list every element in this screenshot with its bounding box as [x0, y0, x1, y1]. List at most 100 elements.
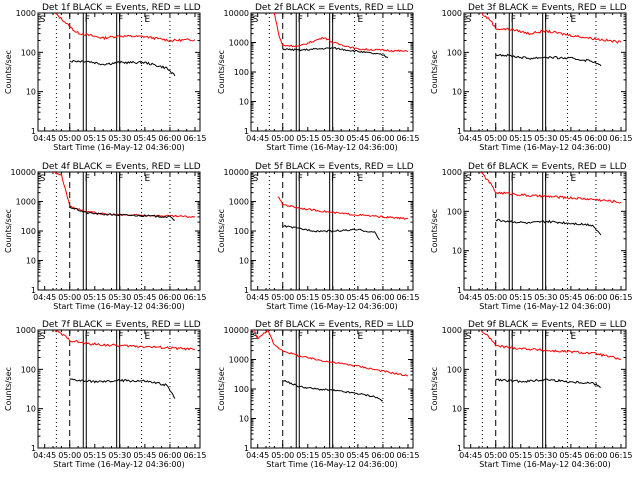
interval-marker-s: S	[253, 15, 259, 25]
x-tick-label: 05:30	[321, 451, 344, 460]
interval-marker-f: F	[331, 332, 336, 342]
interval-marker-f: F	[544, 174, 549, 184]
chart-title: Det 1f BLACK = Events, RED = LLD	[42, 3, 201, 13]
x-tick-label: 05:30	[321, 134, 344, 143]
plot-frame	[463, 12, 627, 132]
y-tick-label: 100	[21, 48, 36, 57]
x-axis-label: Start Time (16-May-12 04:36:00)	[53, 460, 184, 469]
chart-title: Det 3f BLACK = Events, RED = LLD	[468, 3, 627, 13]
interval-marker-f: F	[85, 174, 90, 184]
x-tick-label: 06:15	[183, 134, 206, 143]
y-tick-label: 1	[31, 444, 36, 453]
interval-marker-f: F	[118, 15, 123, 25]
x-tick-label: 05:30	[534, 134, 557, 143]
y-tick-label: 100	[234, 227, 249, 236]
plot-frame	[463, 329, 627, 449]
y-axis-label: Counts/sec	[217, 367, 226, 411]
y-tick-label: 10	[239, 257, 249, 266]
chart-panel-4: Det 4f BLACK = Events, RED = LLD 1 10 100 10…	[4, 162, 207, 311]
x-tick-label: 06:00	[158, 293, 181, 302]
x-tick-label: 04:45	[459, 293, 482, 302]
x-tick-label: 05:45	[133, 451, 156, 460]
y-tick-label: 10	[239, 98, 249, 107]
x-axis-label: Start Time (16-May-12 04:36:00)	[479, 143, 610, 152]
interval-marker-f: F	[511, 174, 516, 184]
x-tick-label: 06:15	[609, 134, 632, 143]
x-axis-label: Start Time (16-May-12 04:36:00)	[266, 143, 397, 152]
x-tick-label: 05:15	[296, 451, 319, 460]
plot-frame	[250, 329, 414, 449]
x-tick-label: 04:45	[459, 134, 482, 143]
interval-marker-e: E	[571, 332, 577, 342]
x-tick-label: 05:30	[534, 451, 557, 460]
lld-series-line	[253, 330, 408, 377]
x-tick-label: 06:00	[158, 451, 181, 460]
y-tick-label: 10	[26, 257, 36, 266]
lld-series-line	[271, 13, 409, 53]
interval-marker-f: F	[85, 15, 90, 25]
x-tick-label: 05:45	[346, 134, 369, 143]
x-tick-label: 05:45	[559, 134, 582, 143]
interval-marker-s: S	[466, 15, 472, 25]
x-axis-label: Start Time (16-May-12 04:36:00)	[266, 460, 397, 469]
x-axis-label: Start Time (16-May-12 04:36:00)	[53, 302, 184, 311]
x-tick-label: 05:00	[484, 293, 507, 302]
x-tick-label: 04:45	[33, 451, 56, 460]
x-axis-label: Start Time (16-May-12 04:36:00)	[53, 143, 184, 152]
interval-marker-e: E	[145, 15, 151, 25]
y-tick-label: 1000	[442, 168, 462, 177]
lld-series-line	[480, 13, 622, 44]
x-tick-label: 05:30	[108, 293, 131, 302]
y-tick-label: 1000	[16, 326, 36, 335]
events-series-line	[495, 53, 602, 67]
interval-marker-f: F	[118, 174, 123, 184]
events-series-line	[495, 378, 601, 388]
x-tick-label: 06:00	[371, 451, 394, 460]
x-tick-label: 05:30	[108, 451, 131, 460]
y-tick-label: 1000	[442, 9, 462, 18]
y-tick-label: 10	[452, 405, 462, 414]
x-tick-label: 05:45	[346, 293, 369, 302]
y-tick-label: 100	[21, 227, 36, 236]
events-series-line	[282, 379, 383, 402]
y-tick-label: 1	[244, 286, 249, 295]
chart-panel-9: Det 9f BLACK = Events, RED = LLD 1 10 100 10…	[430, 320, 633, 469]
lld-series-line	[480, 330, 622, 361]
y-tick-label: 10000	[224, 168, 249, 177]
y-axis-label: Counts/sec	[430, 367, 439, 411]
x-tick-label: 04:45	[246, 134, 269, 143]
lld-series-line	[54, 330, 196, 351]
x-tick-label: 05:15	[509, 293, 532, 302]
x-tick-label: 04:45	[246, 451, 269, 460]
x-axis-label: Start Time (16-May-12 04:36:00)	[479, 302, 610, 311]
chart-panel-3: Det 3f BLACK = Events, RED = LLD 1 10 100 10…	[430, 3, 633, 152]
x-tick-label: 05:45	[559, 451, 582, 460]
plot-frame	[37, 12, 201, 132]
y-tick-label: 1000	[229, 39, 249, 48]
interval-marker-s: S	[40, 15, 46, 25]
x-tick-label: 05:45	[133, 293, 156, 302]
x-tick-label: 05:45	[346, 451, 369, 460]
chart-title: Det 9f BLACK = Events, RED = LLD	[468, 320, 627, 330]
chart-title: Det 2f BLACK = Events, RED = LLD	[255, 3, 414, 13]
interval-marker-s: S	[466, 332, 472, 342]
y-axis-label: Counts/sec	[4, 209, 13, 253]
x-tick-label: 05:00	[484, 134, 507, 143]
y-tick-label: 1000	[442, 326, 462, 335]
interval-marker-f: F	[85, 332, 90, 342]
x-tick-label: 05:00	[271, 293, 294, 302]
y-tick-label: 1	[244, 444, 249, 453]
y-tick-label: 10	[26, 88, 36, 97]
lld-series-line	[480, 172, 622, 204]
events-series-line	[495, 218, 602, 236]
events-series-line	[282, 46, 389, 59]
y-tick-label: 10000	[224, 9, 249, 18]
interval-marker-e: E	[145, 332, 151, 342]
chart-panel-7: Det 7f BLACK = Events, RED = LLD 1 10 100 10…	[4, 320, 207, 469]
x-tick-label: 05:15	[83, 134, 106, 143]
x-tick-label: 05:15	[83, 293, 106, 302]
x-tick-label: 05:00	[58, 134, 81, 143]
interval-marker-f: F	[298, 174, 303, 184]
interval-marker-e: E	[145, 174, 151, 184]
